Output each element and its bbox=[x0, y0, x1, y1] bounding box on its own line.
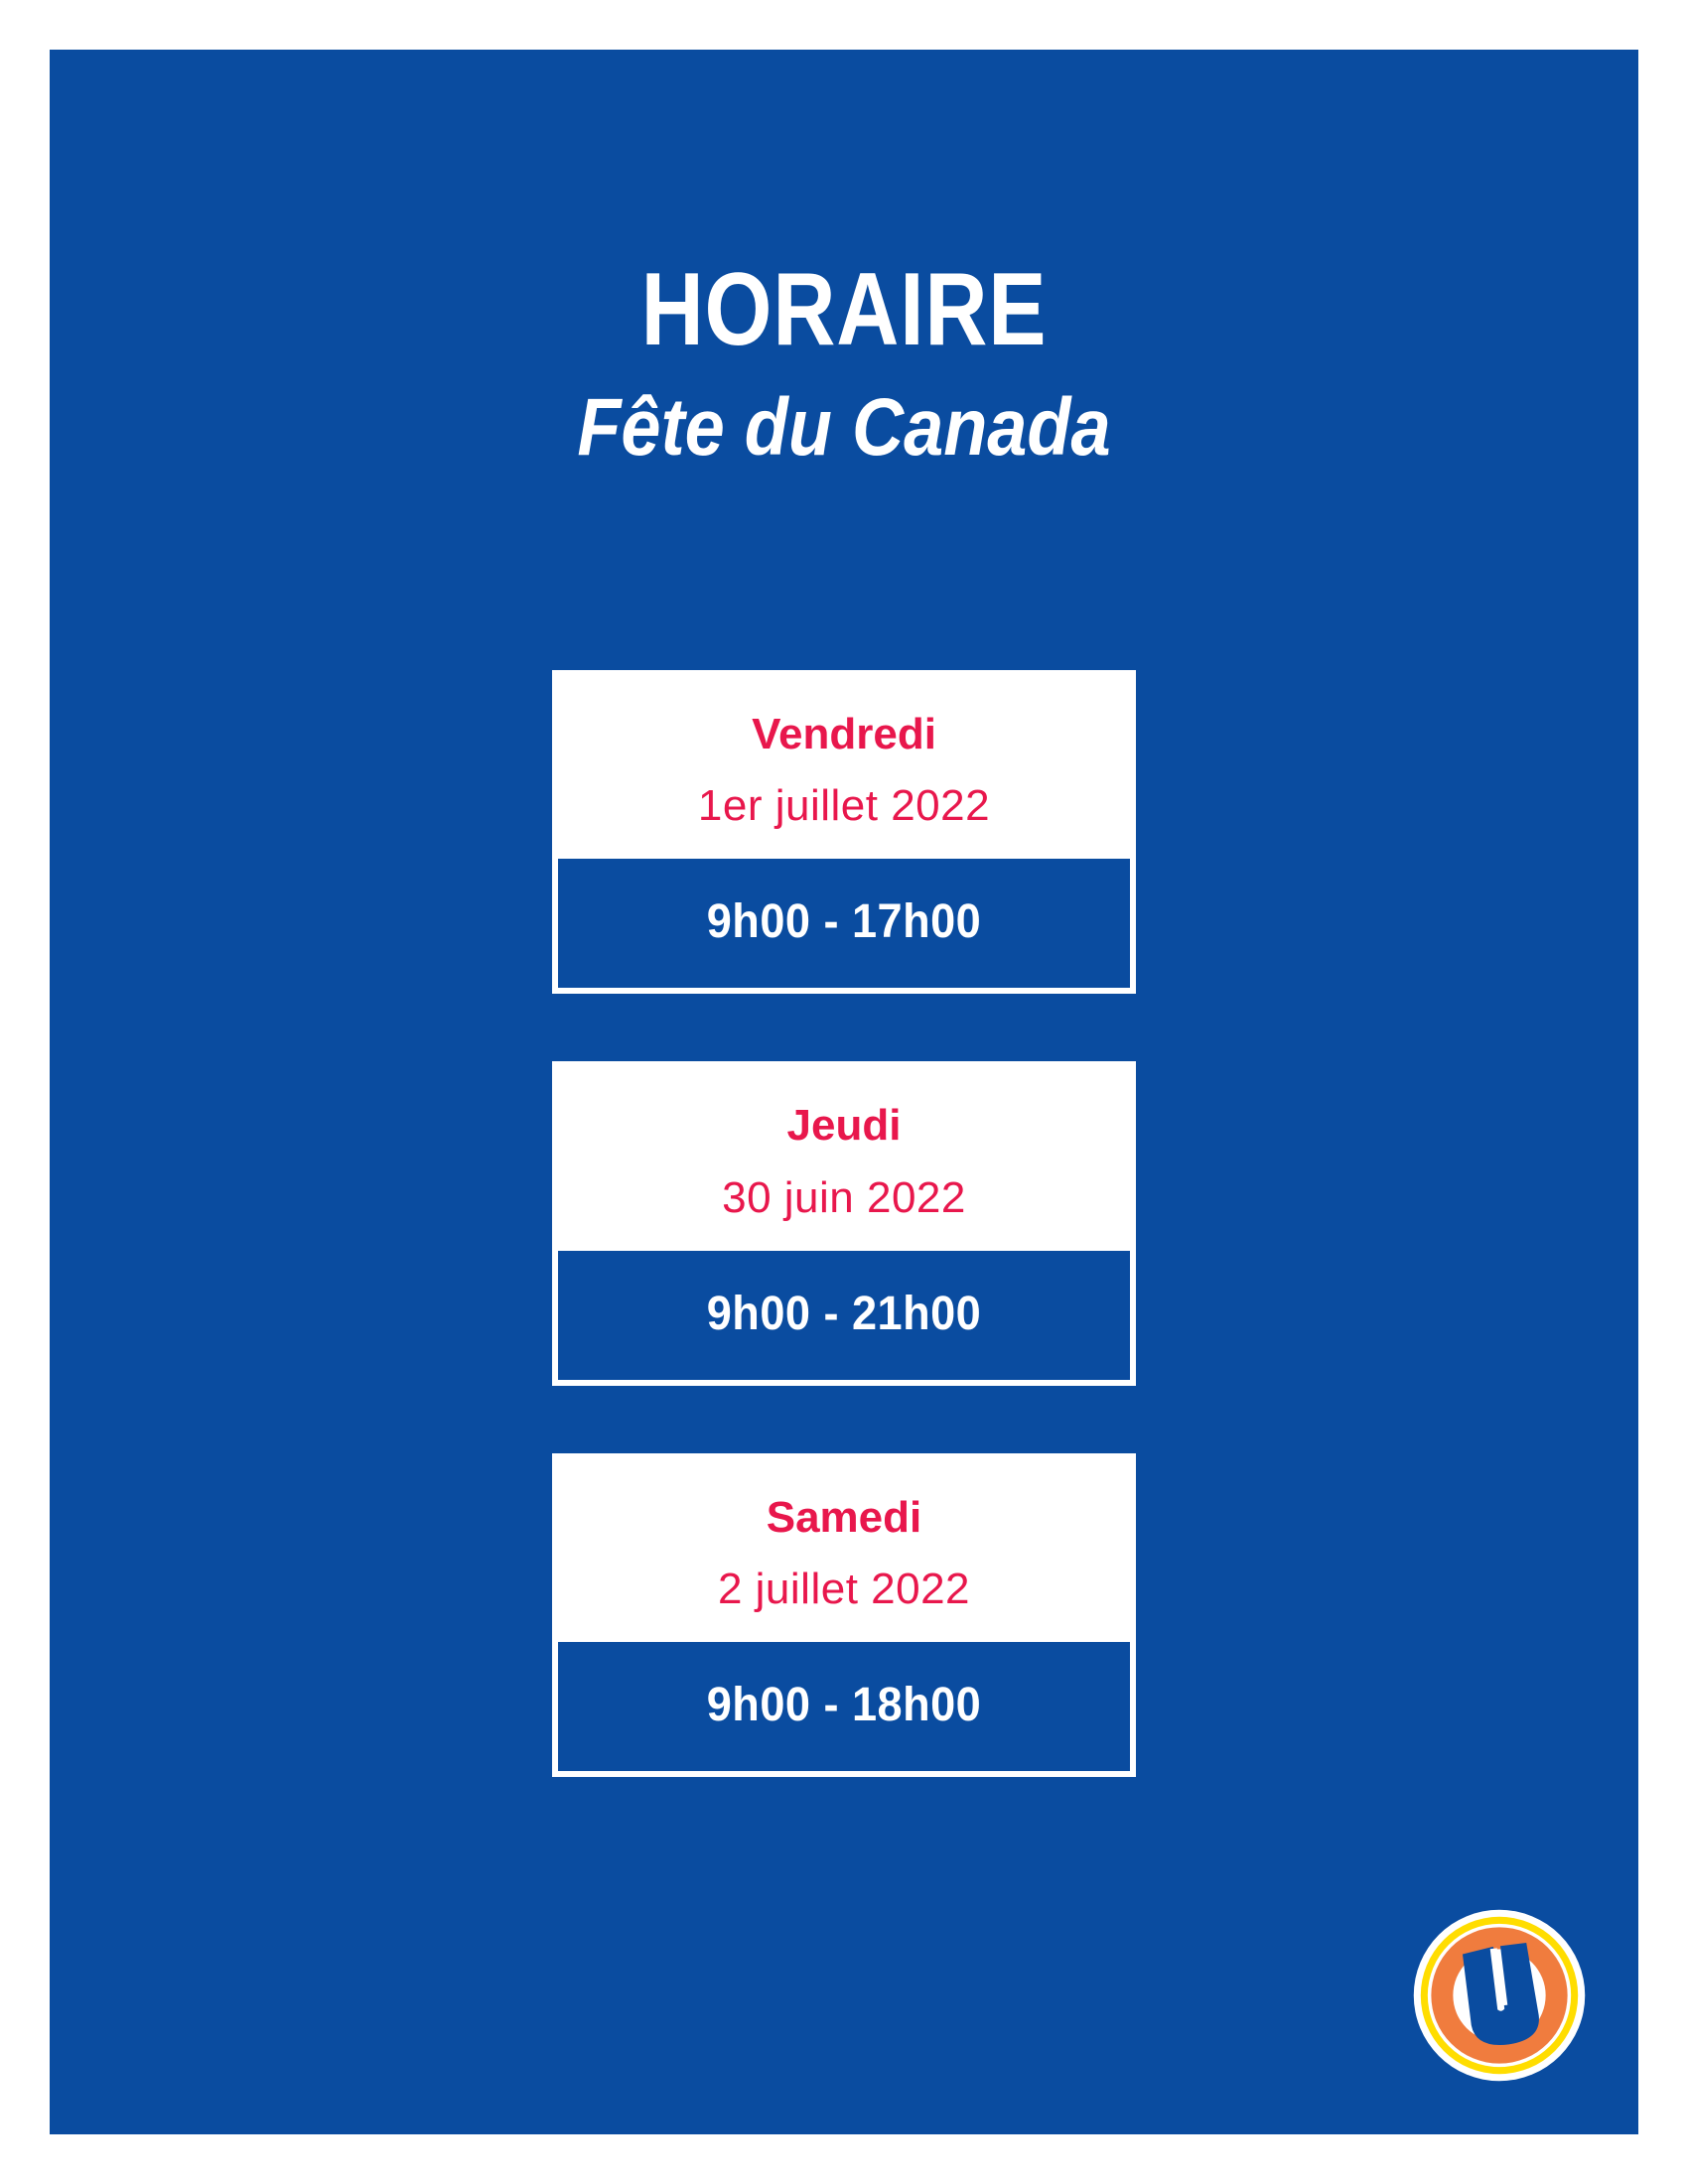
schedule-day-label: Vendredi bbox=[752, 710, 936, 758]
schedule-card: Jeudi 30 juin 2022 9h00 - 21h00 bbox=[552, 1061, 1136, 1386]
schedule-date-label: 30 juin 2022 bbox=[722, 1172, 966, 1222]
schedule-hours-band: 9h00 - 21h00 bbox=[558, 1250, 1130, 1380]
schedule-hours-label: 9h00 - 18h00 bbox=[706, 1679, 982, 1732]
schedule-day-label: Jeudi bbox=[786, 1101, 902, 1151]
schedule-card-header: Samedi 2 juillet 2022 bbox=[558, 1458, 1130, 1643]
schedule-card-list: Vendredi 1er juillet 2022 9h00 - 17h00 J… bbox=[50, 670, 1638, 1778]
page-title: HORAIRE bbox=[640, 252, 1048, 367]
brand-logo-icon bbox=[1412, 1908, 1587, 2083]
schedule-hours-band: 9h00 - 18h00 bbox=[558, 1642, 1130, 1772]
schedule-card: Vendredi 1er juillet 2022 9h00 - 17h00 bbox=[552, 670, 1136, 995]
schedule-hours-band: 9h00 - 17h00 bbox=[558, 859, 1130, 989]
schedule-card-header: Vendredi 1er juillet 2022 bbox=[558, 676, 1130, 860]
schedule-date-label: 2 juillet 2022 bbox=[717, 1564, 971, 1613]
schedule-hours-label: 9h00 - 17h00 bbox=[706, 895, 982, 949]
schedule-hours-label: 9h00 - 21h00 bbox=[706, 1287, 982, 1340]
schedule-card-header: Jeudi 30 juin 2022 bbox=[558, 1067, 1130, 1251]
schedule-card: Samedi 2 juillet 2022 9h00 - 18h00 bbox=[552, 1452, 1136, 1778]
poster-panel: HORAIRE Fête du Canada Vendredi 1er juil… bbox=[50, 50, 1638, 2134]
schedule-date-label: 1er juillet 2022 bbox=[697, 781, 991, 831]
schedule-day-label: Samedi bbox=[766, 1492, 922, 1542]
page-subtitle: Fête du Canada bbox=[577, 382, 1111, 473]
poster-header: HORAIRE Fête du Canada bbox=[50, 258, 1638, 469]
